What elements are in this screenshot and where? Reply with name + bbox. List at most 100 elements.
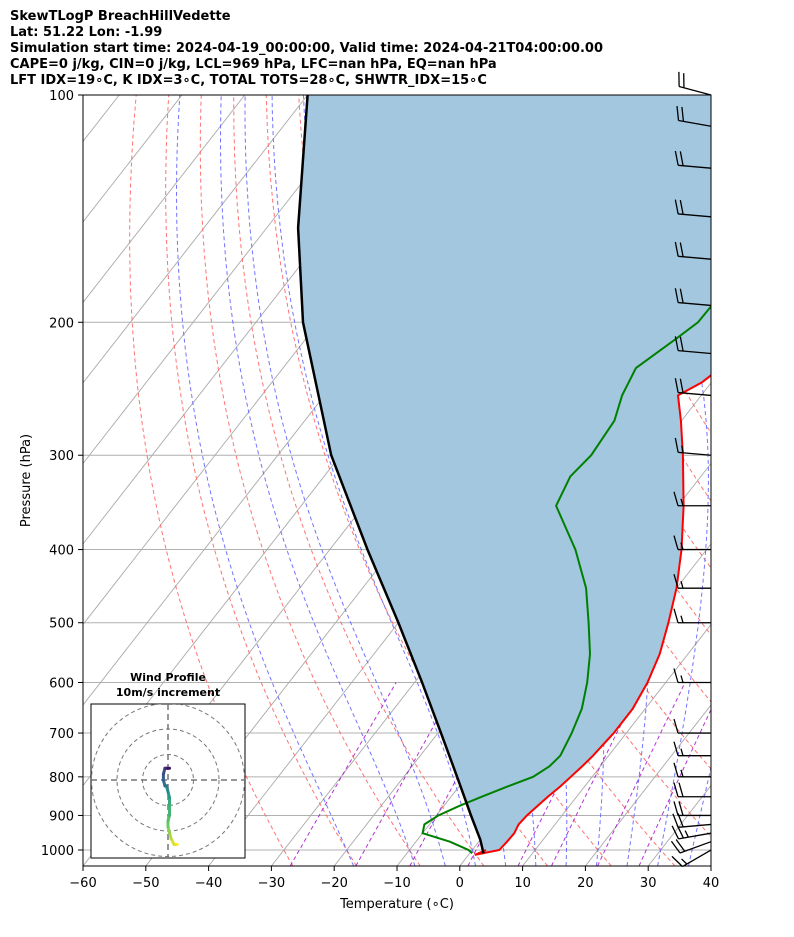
- barb-flag: [673, 741, 679, 756]
- axes: −60 −50 −40 −30 −20 −10 0 10 20 30 40 100 200 300 400 5…: [19, 89, 719, 912]
- x-axis-title: Temperature (∘C): [339, 897, 454, 912]
- isotherm-line: [710, 865, 711, 866]
- profile-lines: [296, 95, 711, 856]
- moist-adiabat: [616, 95, 709, 866]
- barb-flag: [679, 378, 684, 394]
- isotherm-line: [585, 704, 711, 866]
- barb-flag: [673, 762, 679, 778]
- barb-flag: [674, 437, 679, 453]
- barb-flag: [670, 840, 681, 854]
- y-tick-label: 100: [49, 89, 74, 104]
- mixing-ratio-line: [289, 682, 397, 866]
- dry-adiabat: [199, 95, 421, 866]
- wind-barb: [678, 71, 712, 96]
- barb-flag: [679, 199, 684, 215]
- barb-flag: [679, 288, 684, 304]
- x-tick-label: 0: [456, 876, 464, 891]
- y-tick-label: 200: [49, 316, 74, 331]
- x-tick-label: 10: [514, 876, 531, 891]
- barb-half-flag: [684, 830, 689, 838]
- barb-flag: [674, 241, 679, 257]
- hodograph-subtitle: 10m/s increment: [116, 686, 220, 699]
- x-tick-label: −60: [69, 876, 96, 891]
- barb-staff: [678, 255, 712, 260]
- x-tick-label: −50: [132, 876, 159, 891]
- wind-barb: [674, 288, 712, 307]
- index-line: LFT IDX=19∘C, K IDX=3∘C, TOTAL TOTS=28∘C…: [10, 73, 487, 88]
- parcel-line: [296, 95, 485, 854]
- barb-flag: [679, 151, 684, 166]
- wind-barb: [674, 336, 712, 355]
- barb-flag: [673, 668, 679, 683]
- location-line: Lat: 51.22 Lon: -1.99: [10, 25, 163, 40]
- barb-flag: [681, 106, 685, 122]
- x-tick-label: 30: [640, 876, 657, 891]
- dry-adiabat: [786, 95, 794, 866]
- barb-staff: [678, 213, 712, 218]
- y-tick-label: 300: [49, 449, 74, 464]
- barb-half-flag: [680, 542, 684, 550]
- x-tick-label: 40: [703, 876, 720, 891]
- y-tick-label: 400: [49, 544, 74, 559]
- moist-adiabat: [244, 95, 446, 866]
- barb-flag: [678, 782, 684, 797]
- wind-barb: [674, 150, 712, 169]
- y-tick-label: 900: [49, 809, 74, 824]
- wind-barb: [671, 849, 712, 868]
- barb-flag: [674, 336, 679, 351]
- dry-adiabat: [558, 95, 711, 434]
- barb-flag: [678, 801, 684, 816]
- barb-flag: [674, 378, 679, 393]
- barb-flag: [679, 336, 684, 352]
- x-tick-label: −10: [383, 876, 410, 891]
- dry-adiabat: [129, 95, 294, 866]
- barb-staff: [678, 451, 712, 456]
- wind-barb: [674, 378, 712, 397]
- hodograph-inset: Wind Profile 10m/s increment: [90, 671, 246, 859]
- barb-flag: [673, 608, 679, 623]
- wind-barb: [676, 105, 712, 127]
- barb-half-flag: [681, 445, 684, 453]
- dry-adiabat: [265, 95, 548, 866]
- barb-flag: [674, 150, 679, 166]
- barb-staff: [678, 85, 712, 96]
- isotherm-line: [522, 623, 711, 866]
- barb-flag: [676, 105, 680, 121]
- barb-half-flag: [680, 675, 684, 683]
- barb-flag: [673, 535, 679, 550]
- isotherm-line: [83, 95, 371, 465]
- barb-flag: [673, 801, 679, 816]
- wind-barb: [671, 824, 712, 840]
- barb-half-flag: [680, 498, 684, 506]
- barb-half-flag: [680, 615, 684, 623]
- barb-half-flag: [680, 769, 684, 778]
- barb-staff: [682, 849, 712, 868]
- moist-adiabat: [175, 95, 355, 866]
- barb-flag: [671, 855, 683, 867]
- wind-barb: [673, 535, 711, 551]
- x-tick-label: −30: [258, 876, 285, 891]
- barb-staff: [678, 832, 712, 840]
- chart-header: SkewTLogP BreachHillVedette Lat: 51.22 L…: [10, 9, 603, 89]
- barb-staff: [678, 119, 712, 127]
- wind-barb: [674, 437, 712, 456]
- barb-flag: [675, 839, 686, 852]
- barb-half-flag: [681, 858, 688, 865]
- wind-barb: [670, 839, 712, 854]
- barb-flag: [673, 718, 679, 734]
- wind-barb: [673, 762, 711, 778]
- time-line: Simulation start time: 2024-04-19_00:00:…: [10, 41, 603, 56]
- wind-barb: [673, 491, 711, 507]
- barb-half-flag: [680, 748, 684, 756]
- barb-flag: [672, 813, 679, 828]
- barb-flag: [674, 288, 679, 303]
- barb-flag: [673, 573, 679, 589]
- wind-barbs: [670, 71, 712, 868]
- barb-staff: [678, 391, 712, 397]
- cape-line: CAPE=0 j/kg, CIN=0 j/kg, LCL=969 hPa, LF…: [10, 57, 497, 72]
- barb-flag: [673, 782, 679, 797]
- wind-barb: [673, 782, 711, 798]
- barb-staff: [678, 350, 712, 355]
- hodograph-plot: [91, 704, 245, 858]
